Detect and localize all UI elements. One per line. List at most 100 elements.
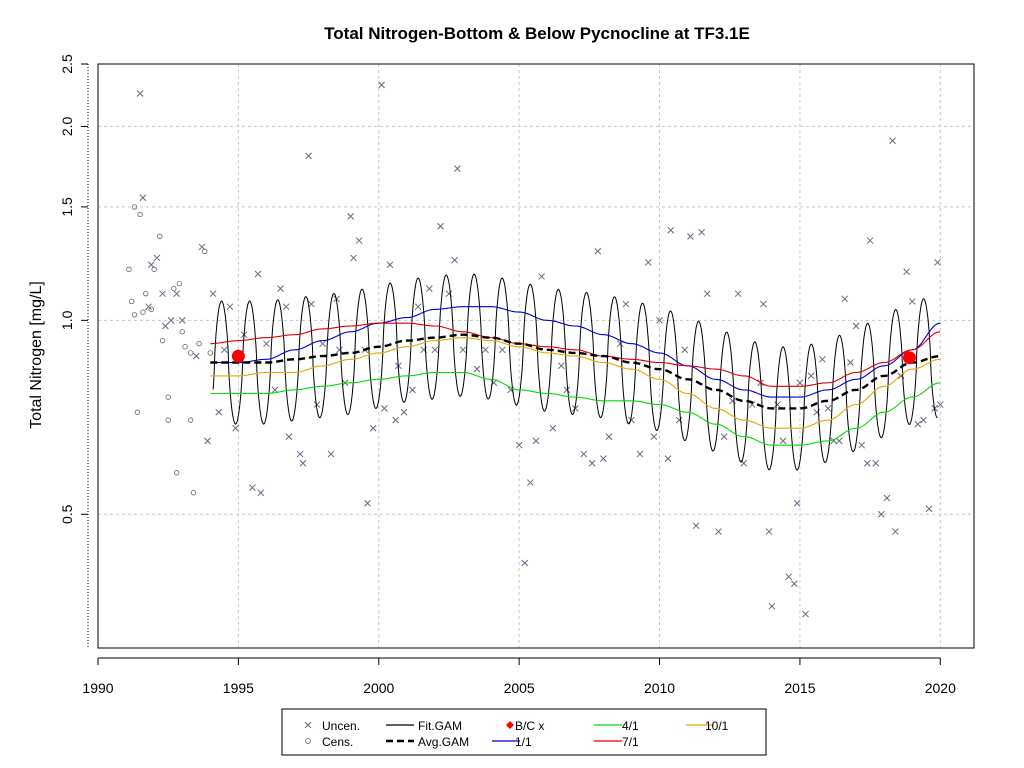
uncensored-point (667, 226, 675, 234)
legend-marker (304, 721, 312, 729)
censored-point (134, 409, 141, 415)
uncensored-point (178, 316, 186, 324)
censored-point (176, 280, 183, 287)
legend-item-avg-gam: Avg.GAM (386, 735, 469, 749)
uncensored-point (760, 300, 767, 308)
series-fit-gam (212, 273, 938, 471)
uncensored-point (914, 420, 922, 428)
series-1-1 (210, 306, 941, 398)
censored-point (128, 298, 135, 305)
uncensored-point (892, 528, 899, 535)
censored-point (187, 417, 194, 423)
uncensored-point (934, 259, 941, 266)
uncensored-point (392, 416, 399, 424)
censored-point (137, 211, 143, 218)
x-tick-label: 2010 (644, 680, 675, 696)
uncensored-point (720, 433, 728, 440)
x-tick-label: 2000 (363, 680, 394, 696)
uncensored-point (605, 433, 613, 440)
legend-item-cens-: Cens. (305, 735, 353, 749)
y-tick-label: 0.5 (59, 504, 75, 524)
uncensored-point (204, 437, 211, 445)
uncensored-point (173, 290, 180, 298)
uncensored-point (364, 499, 371, 507)
uncensored-point (765, 528, 773, 535)
legend-label: 1/1 (515, 735, 532, 749)
uncensored-point (263, 340, 270, 348)
uncensored-point (852, 322, 860, 330)
uncensored-point (687, 233, 694, 240)
uncensored-point (703, 290, 711, 298)
uncensored-point (841, 295, 849, 303)
legend-item-1-1: 1/1 (492, 735, 532, 749)
uncensored-point (451, 256, 458, 264)
legend-box (281, 708, 767, 756)
uncensored-point (858, 441, 866, 449)
bc-point (231, 349, 245, 363)
bc-points (231, 349, 916, 365)
uncensored-point (313, 401, 321, 408)
uncensored-point (644, 259, 652, 266)
uncensored-point (594, 247, 602, 255)
uncensored-point (866, 237, 874, 244)
uncensored-point (254, 270, 262, 278)
uncensored-point (515, 441, 523, 449)
uncensored-point (681, 346, 689, 354)
uncensored-point (779, 437, 787, 445)
plot-frame (97, 63, 975, 649)
series-4-1 (210, 371, 941, 446)
censored-point (187, 350, 194, 356)
uncensored-point (162, 322, 169, 330)
uncensored-point (282, 303, 290, 311)
legend-item-7-1: 7/1 (594, 735, 639, 749)
uncensored-point (139, 194, 147, 202)
uncensored-point (636, 450, 644, 458)
uncensored-point (785, 573, 793, 581)
y-tick-label: 2.0 (59, 116, 75, 136)
y-tick-label: 2.5 (59, 54, 75, 74)
uncensored-point (482, 346, 489, 354)
censored-point (201, 248, 208, 254)
censored-point (173, 470, 180, 476)
uncensored-point (527, 479, 534, 486)
uncensored-point (807, 372, 815, 380)
uncensored-point (257, 489, 265, 497)
uncensored-point (903, 268, 910, 276)
uncensored-point (936, 401, 944, 408)
uncensored-point (925, 505, 933, 513)
uncensored-point (824, 405, 832, 412)
uncensored-point (192, 352, 200, 360)
uncensored-point (883, 494, 891, 502)
uncensored-point (734, 290, 742, 298)
uncensored-point (350, 254, 357, 262)
censored-point (159, 337, 166, 344)
legend-item-b-c-x: B/C x (506, 719, 544, 733)
uncensored-point (381, 405, 388, 412)
censored-point (190, 490, 197, 496)
uncensored-point (459, 346, 467, 354)
legend-marker (506, 721, 514, 729)
series-avg-gam (210, 333, 941, 410)
uncensored-point (285, 433, 293, 440)
uncensored-point (557, 362, 565, 370)
chart-title: Total Nitrogen-Bottom & Below Pycnocline… (324, 24, 750, 43)
uncensored-point (136, 90, 144, 97)
uncensored-point (226, 303, 234, 311)
legend-label: Fit.GAM (418, 719, 462, 733)
uncensored-point (454, 165, 461, 172)
uncensored-point (692, 522, 700, 530)
uncensored-point (473, 365, 481, 373)
uncensored-point (872, 459, 880, 467)
uncensored-point (209, 290, 217, 298)
uncensored-point (768, 602, 776, 610)
uncensored-point (498, 346, 506, 354)
x-tick-label: 1995 (223, 680, 254, 696)
uncensored-point (308, 300, 315, 308)
uncensored-point (920, 416, 927, 424)
uncensored-point (715, 528, 722, 535)
uncensored-point (532, 437, 540, 445)
uncensored-point (580, 450, 588, 458)
bc-point (902, 351, 916, 365)
censored-point (182, 344, 188, 350)
legend-item-fit-gam: Fit.GAM (386, 719, 462, 733)
